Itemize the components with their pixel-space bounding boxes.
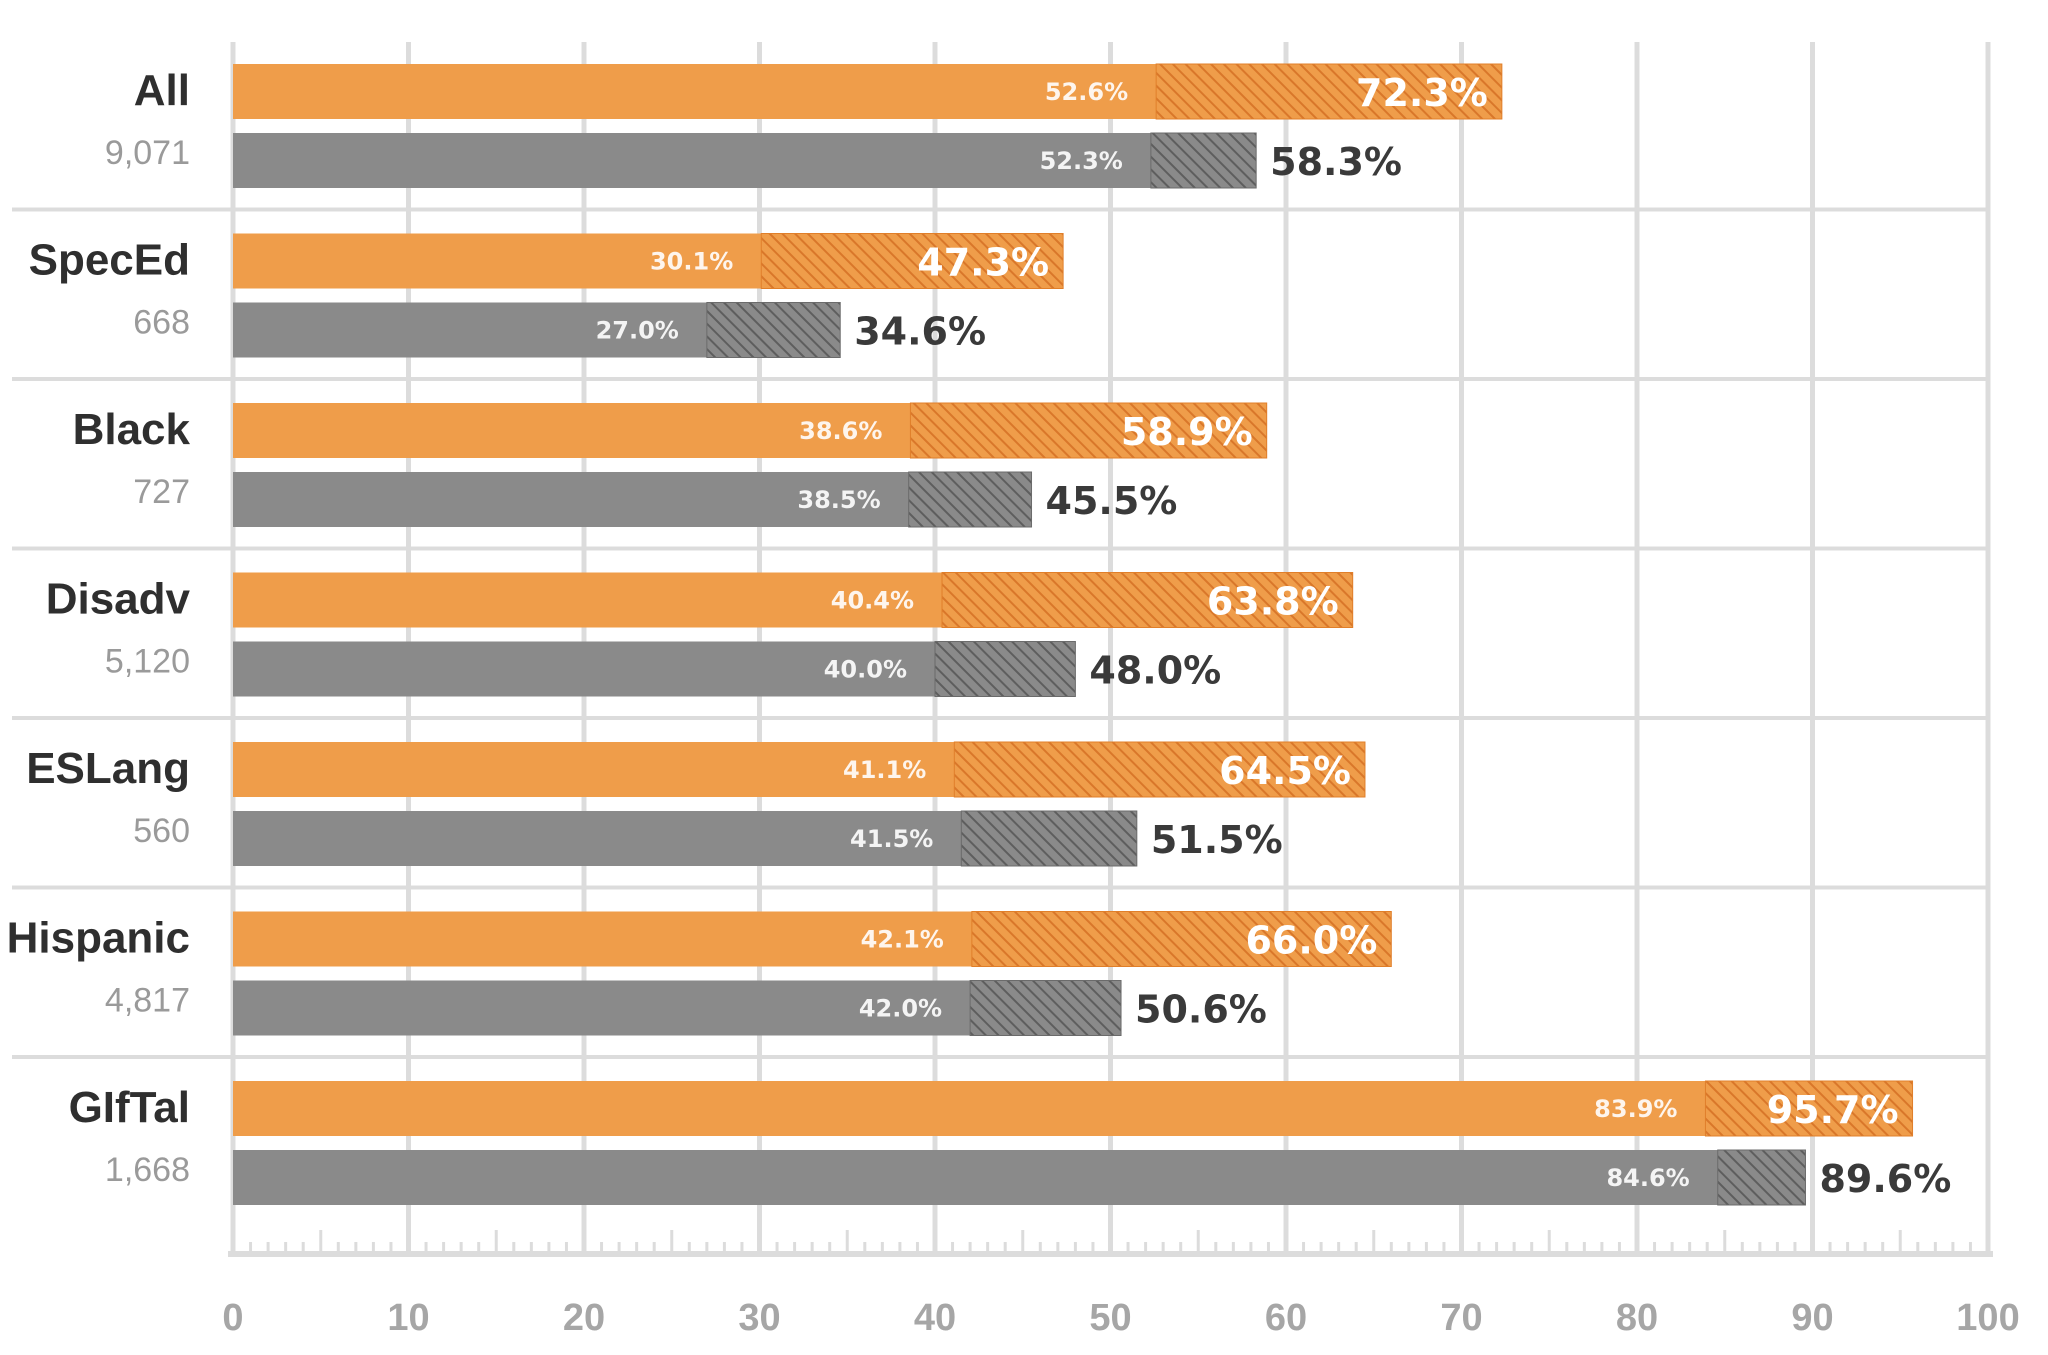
orange-base-value-label: 42.1% (861, 926, 944, 954)
category-count: 668 (133, 304, 190, 342)
category-count: 560 (133, 812, 190, 850)
orange-total-value-label: 95.7% (1767, 1088, 1899, 1132)
orange-base-value-label: 52.6% (1045, 78, 1128, 106)
category-label: Hispanic (7, 914, 190, 963)
x-tick-label: 40 (914, 1297, 956, 1339)
gray-total-value-label: 34.6% (854, 310, 986, 354)
x-tick-label: 60 (1265, 1297, 1307, 1339)
category-labels: All 9,071 SpecEd 668 Black 727 Disadv 5,120 ESLa… (7, 66, 191, 1189)
gray-bar-base (233, 811, 962, 866)
gray-base-value-label: 42.0% (859, 995, 942, 1023)
gray-bar-increment (934, 641, 1076, 697)
category-label: All (134, 66, 190, 115)
gray-base-value-label: 84.6% (1606, 1164, 1689, 1192)
category-count: 727 (133, 473, 190, 511)
orange-total-value-label: 64.5% (1219, 749, 1351, 793)
category-label: ESLang (26, 744, 190, 793)
orange-bar-increment (971, 911, 1392, 967)
orange-base-value-label: 40.4% (831, 587, 914, 615)
gray-total-value-label: 50.6% (1135, 988, 1267, 1032)
orange-bar-base (233, 742, 955, 797)
x-tick-label: 50 (1089, 1297, 1131, 1339)
gray-bar-base (233, 302, 707, 358)
gray-bar-increment (908, 471, 1033, 528)
gray-bar-base (233, 472, 909, 527)
gray-bar-base (233, 133, 1151, 188)
category-count: 1,668 (105, 1151, 190, 1189)
orange-bar-base (233, 403, 911, 458)
x-tick-label: 100 (1956, 1297, 2019, 1339)
gray-total-value-label: 89.6% (1819, 1157, 1951, 1201)
gray-bar-increment (706, 302, 841, 358)
x-tick-label: 70 (1440, 1297, 1482, 1339)
orange-bar-increment (909, 402, 1268, 459)
orange-total-value-label: 47.3% (917, 241, 1049, 285)
orange-bar-increment (760, 233, 1064, 289)
orange-bar-base (233, 911, 972, 967)
gray-bar-increment (1717, 1149, 1806, 1206)
category-label: Disadv (46, 575, 191, 624)
category-label: GIfTal (69, 1083, 190, 1132)
gray-bar-base (233, 1150, 1718, 1205)
gray-total-value-label: 58.3% (1270, 140, 1402, 184)
gray-total-value-label: 51.5% (1151, 818, 1283, 862)
category-count: 5,120 (105, 643, 190, 681)
gray-base-value-label: 52.3% (1040, 147, 1123, 175)
gray-total-value-label: 48.0% (1089, 649, 1221, 693)
x-axis: 0 10 20 30 40 50 60 70 80 90 100 (222, 1230, 2020, 1339)
category-count: 4,817 (105, 982, 190, 1020)
orange-bar-base (233, 1081, 1706, 1136)
orange-bar-base (233, 572, 943, 628)
group-separators (12, 207, 1988, 1059)
x-tick-label: 0 (222, 1297, 243, 1339)
orange-bar-increment (941, 572, 1354, 628)
category-count: 9,071 (105, 134, 190, 172)
orange-base-value-label: 30.1% (650, 248, 733, 276)
orange-bar-base (233, 233, 762, 289)
orange-base-value-label: 38.6% (799, 417, 882, 445)
orange-bar-increment (953, 741, 1366, 798)
orange-base-value-label: 41.1% (843, 756, 926, 784)
gray-total-value-label: 45.5% (1046, 479, 1178, 523)
bars: 52.6% 72.3% 52.3% 58.3% 30.1% 47.3% 27.0% 34.6%… (233, 63, 1951, 1206)
gray-base-value-label: 38.5% (797, 486, 880, 514)
orange-base-value-label: 83.9% (1594, 1095, 1677, 1123)
orange-total-value-label: 66.0% (1245, 919, 1377, 963)
orange-total-value-label: 58.9% (1121, 410, 1253, 454)
gray-base-value-label: 27.0% (596, 317, 679, 345)
orange-bar-increment (1155, 63, 1503, 120)
x-tick-label: 90 (1791, 1297, 1833, 1339)
orange-bar-increment (1704, 1080, 1914, 1137)
x-tick-label: 80 (1616, 1297, 1658, 1339)
category-label: Black (73, 405, 191, 454)
gray-bar-increment (1150, 132, 1257, 189)
orange-total-value-label: 63.8% (1207, 580, 1339, 624)
gray-bar-increment (960, 810, 1138, 867)
gray-bar-increment (969, 980, 1122, 1036)
x-tick-label: 10 (387, 1297, 429, 1339)
orange-total-value-label: 72.3% (1356, 71, 1488, 115)
x-tick-label: 30 (738, 1297, 780, 1339)
category-label: SpecEd (29, 236, 190, 285)
gray-base-value-label: 40.0% (824, 656, 907, 684)
gray-bar-base (233, 980, 971, 1036)
gray-base-value-label: 41.5% (850, 825, 933, 853)
gray-bar-base (233, 641, 935, 697)
x-tick-label: 20 (563, 1297, 605, 1339)
orange-bar-base (233, 64, 1157, 119)
